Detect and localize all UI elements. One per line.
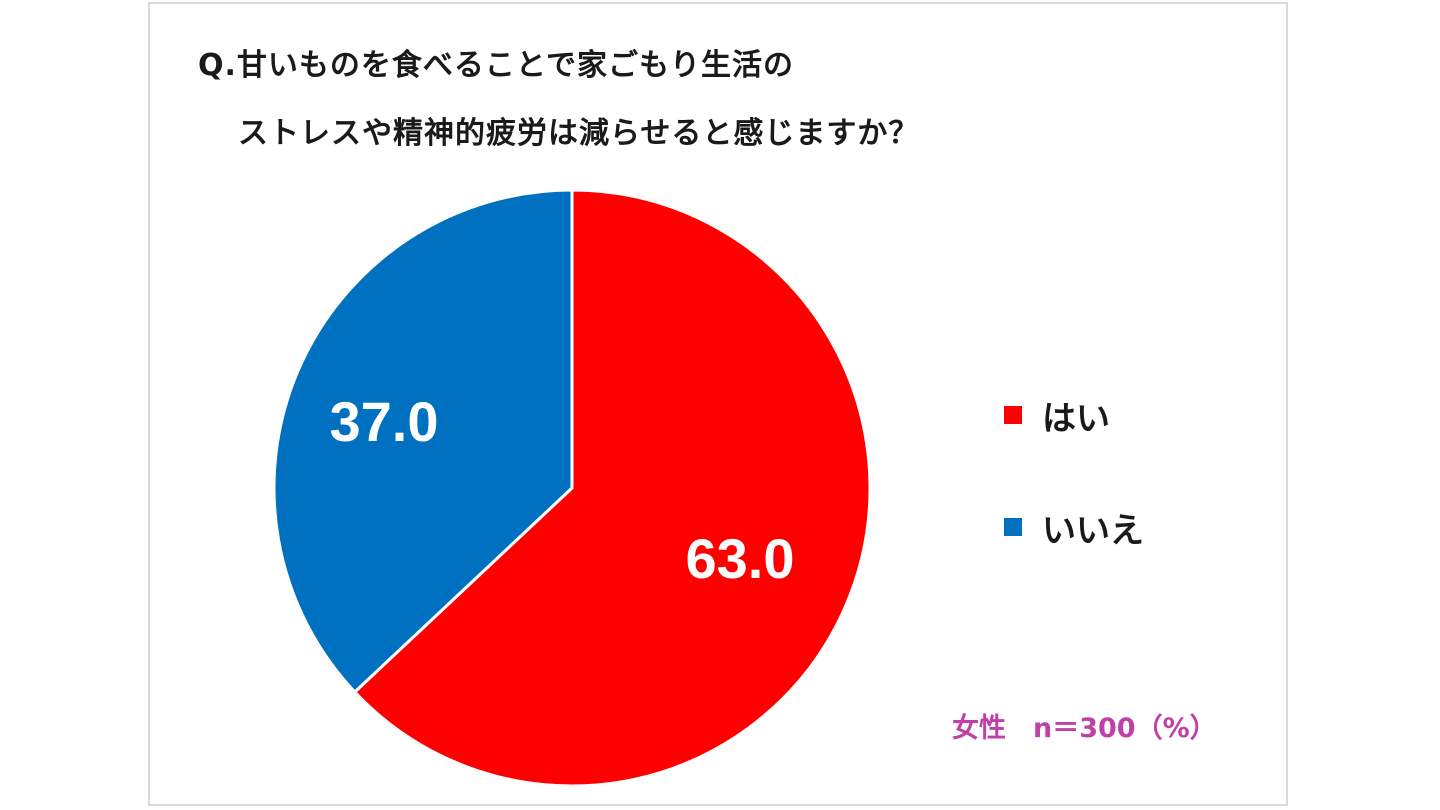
pie-data-labels: 63.0 37.0 [330, 390, 795, 590]
legend-label-no: いいえ [1042, 510, 1144, 551]
legend-label-yes: はい [1042, 398, 1110, 439]
legend-swatch-no [1004, 518, 1022, 536]
chart-title-line-2: ストレスや精神的疲労は減らせると感じますか？ [238, 116, 920, 151]
pie-slice-yes [352, 188, 872, 788]
pie-slices [272, 188, 872, 788]
pie-slice-no [272, 188, 574, 695]
data-label-yes: 63.0 [686, 527, 795, 590]
sample-size-note: 女性 n＝300（%） [952, 713, 1217, 744]
legend-item-yes: はい [1004, 395, 1110, 439]
legend-swatch-yes [1004, 406, 1022, 424]
data-label-no: 37.0 [330, 390, 439, 453]
legend-item-no: いいえ [1004, 507, 1144, 551]
chart-title-line-1: Q.甘いものを食べることで家ごもり生活の [198, 48, 794, 83]
